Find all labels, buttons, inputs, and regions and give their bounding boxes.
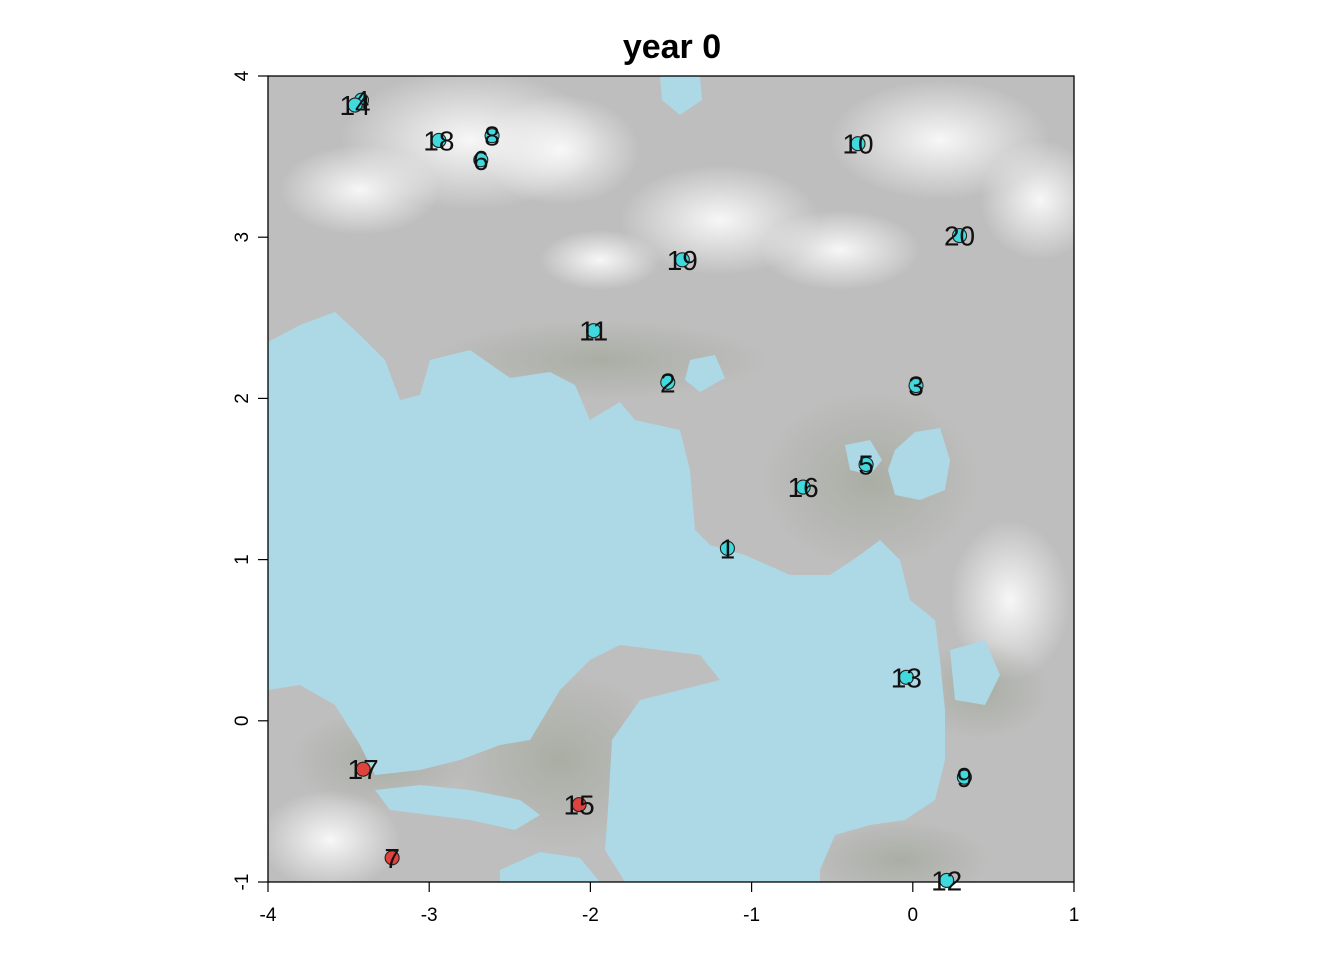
point-marker <box>384 850 400 866</box>
y-tick-label: 1 <box>232 554 253 565</box>
point-marker <box>660 374 676 390</box>
point-label: 14 <box>339 90 370 121</box>
north-cove <box>660 76 702 115</box>
south-channel <box>500 852 600 882</box>
point-marker <box>484 128 500 144</box>
point-marker <box>951 228 968 244</box>
x-tick-label: -1 <box>743 905 760 926</box>
point-marker <box>473 152 489 168</box>
island-pond <box>685 355 725 392</box>
x-axis: -4 -3 -2 -1 0 1 <box>260 882 1080 926</box>
water-bodies <box>268 76 1000 882</box>
point-label: 2 <box>660 367 676 398</box>
point-marker <box>571 797 587 813</box>
point-label: 20 <box>944 221 975 252</box>
x-tick-label: -3 <box>421 905 438 926</box>
lower-left-lake <box>375 785 540 830</box>
point-marker <box>850 136 866 152</box>
point-marker <box>795 479 811 495</box>
east-bay <box>950 640 1000 705</box>
point-marker <box>674 252 690 268</box>
point-label: 19 <box>667 245 698 276</box>
point-marker <box>347 97 363 113</box>
point-marker <box>956 769 972 785</box>
point-marker <box>858 456 874 473</box>
x-tick-label: -4 <box>260 905 277 926</box>
plot-frame <box>267 75 1075 883</box>
x-tick-label: -2 <box>582 905 599 926</box>
point-label: 3 <box>908 371 924 402</box>
point-label: 5 <box>858 449 874 480</box>
point-label: 10 <box>842 129 873 160</box>
point-label: 8 <box>484 121 500 152</box>
upper-left-lake <box>268 342 330 460</box>
point-label: 1 <box>720 533 736 564</box>
x-tick-label: 0 <box>908 905 919 926</box>
point-label: 15 <box>564 790 595 821</box>
point-label: 16 <box>788 472 819 503</box>
main-lake <box>268 312 945 882</box>
point-label: 11 <box>579 316 608 347</box>
point-label: 7 <box>384 843 400 874</box>
chart-title: year 0 <box>623 28 721 66</box>
y-tick-label: 0 <box>232 716 253 727</box>
point-label: 13 <box>891 662 922 693</box>
y-axis: -1 0 1 2 3 4 <box>232 70 268 890</box>
point-marker <box>431 132 447 149</box>
point-marker <box>586 323 602 339</box>
point-marker <box>898 669 914 685</box>
y-tick-label: 2 <box>232 393 253 404</box>
terrain-map <box>268 76 1074 882</box>
y-tick-label: 4 <box>232 70 253 81</box>
y-tick-label: 3 <box>232 232 253 243</box>
point-label: 18 <box>423 125 454 156</box>
point-label: 6 <box>473 145 489 176</box>
x-tick-label: 1 <box>1069 905 1080 926</box>
point-label: 12 <box>931 865 962 896</box>
point-marker <box>719 540 735 556</box>
y-tick-label: -1 <box>232 874 253 891</box>
east-pond <box>888 428 950 500</box>
point-label: 17 <box>348 754 379 785</box>
point-marker <box>939 872 955 888</box>
point-marker <box>355 761 371 777</box>
point-label: 9 <box>957 762 973 793</box>
point-marker <box>908 377 924 394</box>
